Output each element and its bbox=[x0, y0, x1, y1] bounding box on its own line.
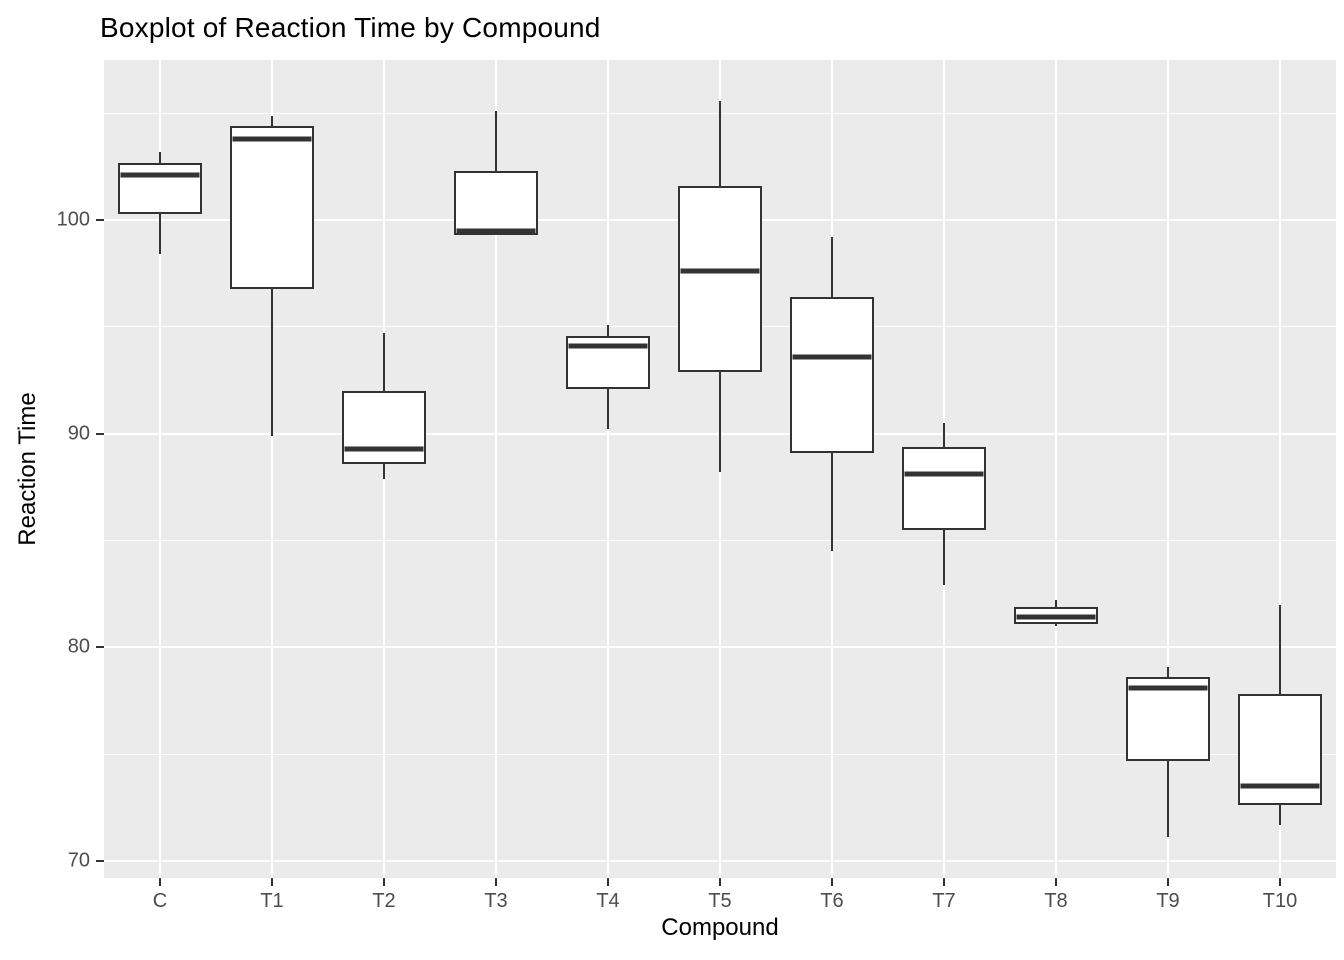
gridline-x-T1 bbox=[271, 60, 273, 878]
upper-whisker-C bbox=[159, 151, 161, 163]
median-T1 bbox=[232, 136, 312, 142]
upper-whisker-T5 bbox=[719, 100, 721, 186]
x-tick-label-T10: T10 bbox=[1262, 890, 1298, 912]
upper-whisker-T10 bbox=[1279, 604, 1281, 695]
lower-whisker-T10 bbox=[1279, 805, 1281, 825]
x-tick-label-T5: T5 bbox=[708, 890, 732, 912]
x-tick-mark-T1 bbox=[271, 878, 273, 886]
box-T10 bbox=[1238, 694, 1322, 806]
median-T6 bbox=[792, 354, 872, 360]
median-T3 bbox=[456, 228, 536, 234]
box-T6 bbox=[790, 297, 874, 453]
x-tick-mark-T10 bbox=[1279, 878, 1281, 886]
x-tick-mark-C bbox=[159, 878, 161, 886]
y-tick-mark-80 bbox=[96, 646, 104, 649]
median-C bbox=[120, 172, 200, 178]
box-T1 bbox=[230, 126, 314, 289]
x-tick-label-T8: T8 bbox=[1044, 890, 1068, 912]
x-tick-label-T1: T1 bbox=[260, 890, 284, 912]
x-tick-mark-T6 bbox=[831, 878, 833, 886]
x-tick-mark-T3 bbox=[495, 878, 497, 886]
upper-whisker-T7 bbox=[943, 423, 945, 447]
upper-whisker-T3 bbox=[495, 111, 497, 172]
median-T2 bbox=[344, 446, 424, 452]
upper-whisker-T2 bbox=[383, 333, 385, 392]
y-tick-label-100: 100 bbox=[56, 208, 90, 231]
median-T8 bbox=[1016, 614, 1096, 620]
x-tick-mark-T2 bbox=[383, 878, 385, 886]
gridline-x-T10 bbox=[1279, 60, 1281, 878]
gridline-x-T4 bbox=[607, 60, 609, 878]
x-tick-label-T2: T2 bbox=[372, 890, 396, 912]
y-tick-mark-100 bbox=[96, 219, 104, 222]
median-T5 bbox=[680, 268, 760, 274]
x-tick-label-T6: T6 bbox=[820, 890, 844, 912]
x-tick-mark-T7 bbox=[943, 878, 945, 886]
y-tick-mark-70 bbox=[96, 859, 104, 862]
lower-whisker-C bbox=[159, 213, 161, 255]
median-T9 bbox=[1128, 685, 1208, 691]
lower-whisker-T4 bbox=[607, 388, 609, 430]
lower-whisker-T6 bbox=[831, 452, 833, 552]
median-T7 bbox=[904, 471, 984, 477]
x-tick-label-T4: T4 bbox=[596, 890, 620, 912]
chart-title: Boxplot of Reaction Time by Compound bbox=[100, 12, 601, 43]
lower-whisker-T1 bbox=[271, 288, 273, 436]
lower-whisker-T5 bbox=[719, 371, 721, 473]
box-T7 bbox=[902, 446, 986, 530]
y-tick-mark-90 bbox=[96, 432, 104, 435]
x-tick-label-T7: T7 bbox=[932, 890, 956, 912]
x-tick-mark-T5 bbox=[719, 878, 721, 886]
box-T9 bbox=[1126, 677, 1210, 761]
x-axis-title: Compound bbox=[661, 914, 779, 941]
median-T10 bbox=[1240, 783, 1320, 789]
y-axis-title: Reaction Time bbox=[14, 392, 41, 546]
x-tick-mark-T4 bbox=[607, 878, 609, 886]
y-tick-label-90: 90 bbox=[67, 422, 90, 445]
y-tick-label-70: 70 bbox=[67, 849, 90, 872]
upper-whisker-T6 bbox=[831, 237, 833, 298]
x-tick-mark-T8 bbox=[1055, 878, 1057, 886]
upper-whisker-T9 bbox=[1167, 666, 1169, 678]
y-tick-label-80: 80 bbox=[67, 635, 90, 658]
box-C bbox=[118, 162, 202, 214]
gridline-x-T3 bbox=[495, 60, 497, 878]
gridline-x-T8 bbox=[1055, 60, 1057, 878]
x-tick-label-T3: T3 bbox=[484, 890, 508, 912]
gridline-x-C bbox=[159, 60, 161, 878]
x-tick-mark-T9 bbox=[1167, 878, 1169, 886]
lower-whisker-T2 bbox=[383, 463, 385, 479]
upper-whisker-T1 bbox=[271, 115, 273, 127]
box-T2 bbox=[342, 391, 426, 464]
box-T3 bbox=[454, 171, 538, 236]
lower-whisker-T7 bbox=[943, 529, 945, 586]
lower-whisker-T8 bbox=[1055, 623, 1057, 626]
x-tick-label-C: C bbox=[152, 890, 168, 912]
lower-whisker-T9 bbox=[1167, 760, 1169, 838]
x-tick-label-T9: T9 bbox=[1156, 890, 1180, 912]
median-T4 bbox=[568, 343, 648, 349]
upper-whisker-T4 bbox=[607, 324, 609, 336]
gridline-x-T9 bbox=[1167, 60, 1169, 878]
upper-whisker-T8 bbox=[1055, 600, 1057, 607]
plot-panel bbox=[104, 60, 1336, 878]
box-T5 bbox=[678, 186, 762, 372]
